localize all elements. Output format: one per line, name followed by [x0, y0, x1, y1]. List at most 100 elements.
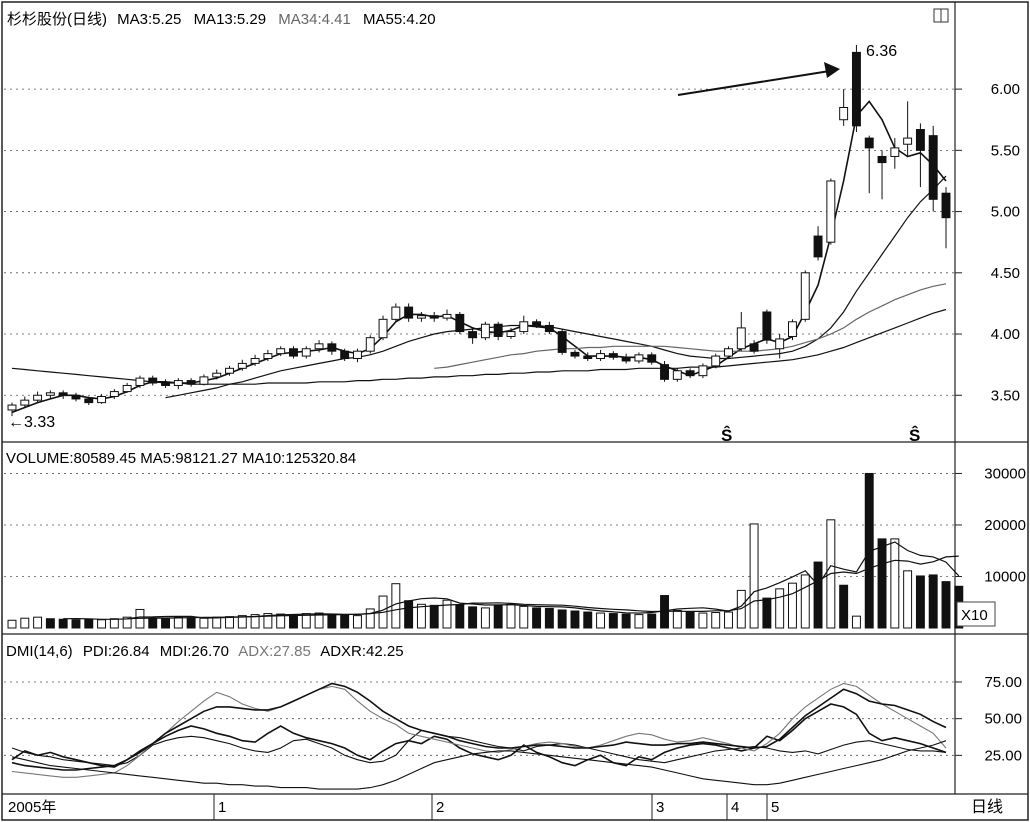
panel-toggle-icon[interactable] [933, 8, 949, 23]
trend-arrow-head-icon [824, 62, 840, 78]
volume-bar-up [724, 611, 733, 629]
volume-bar-up [800, 574, 810, 629]
candle-body-up [378, 318, 388, 339]
candle [519, 315, 529, 335]
candle-body-down [148, 377, 158, 384]
candle [352, 348, 362, 363]
candle-body-down [749, 343, 759, 352]
volume-bar-up [314, 612, 324, 629]
candle-body-up [787, 321, 797, 337]
candle-body-down [915, 129, 925, 151]
sell-signal-marker-2: Ŝ [909, 426, 920, 445]
volume-bar-up [352, 615, 362, 629]
dmi-line-mdi [11, 729, 947, 767]
price-ma-line-ma3 [11, 100, 947, 414]
candle-body-up [7, 404, 17, 411]
volume-multiplier-label: X10 [961, 607, 988, 624]
candle-body-up [352, 350, 362, 360]
candle [698, 363, 708, 379]
candle-body-down [928, 135, 938, 200]
volume-bar-down [532, 607, 542, 629]
candle-body-down [84, 398, 94, 404]
candle-body-up [839, 106, 849, 121]
ma55-label: MA55:4.20 [363, 11, 436, 28]
volume-bar-down [340, 614, 350, 629]
candle-body-down [557, 331, 567, 353]
volume-bar-up [775, 588, 785, 629]
candle [20, 396, 30, 408]
volume-bar-down [570, 610, 580, 629]
volume-bar-down [45, 618, 55, 629]
volume-bar-down [877, 538, 887, 629]
candle-body-down [544, 324, 554, 333]
dmi-tick-label: 50.00 [984, 711, 1022, 728]
stock-title: 杉杉股份(日线) [7, 11, 107, 28]
year-label: 2005年 [8, 799, 56, 816]
candle [250, 354, 260, 366]
candle [161, 379, 171, 388]
candle [416, 311, 426, 322]
candle [775, 334, 785, 359]
volume-bar-up [596, 612, 606, 629]
candle [442, 309, 452, 321]
volume-bar-up [851, 615, 861, 629]
candle-body-up [135, 377, 145, 386]
candle-body-down [289, 348, 298, 357]
candle [685, 368, 695, 379]
price-ma-line-ma34 [434, 283, 947, 369]
volume-bar-up [787, 582, 797, 629]
candle-body-up [391, 306, 401, 320]
volume-bar-down [647, 613, 657, 629]
price-tick-label: 4.50 [991, 265, 1020, 282]
volume-bar-down [71, 619, 81, 629]
volume-bar-down [455, 604, 465, 629]
volume-bar-up [276, 613, 286, 629]
candle [724, 346, 733, 359]
volume-bar-up [263, 613, 273, 629]
candle [135, 375, 145, 388]
candle-body-down [647, 354, 657, 363]
trend-arrow-line [677, 69, 837, 96]
candle [915, 123, 925, 188]
sell-signal-marker-1: Ŝ [721, 426, 732, 445]
period-label[interactable]: 日线 [971, 798, 1003, 816]
volume-bar-down [404, 600, 414, 629]
low-annotation: ←3.33 [8, 414, 55, 431]
candle-body-down [532, 321, 542, 326]
volume-header: VOLUME:80589.45 MA5:98121.27 MA10:125320… [6, 450, 356, 467]
price-header: 杉杉股份(日线) MA3:5.25 MA13:5.29 MA34:4.41 MA… [7, 11, 436, 28]
candle [327, 341, 337, 355]
dmi-tick-label: 25.00 [984, 747, 1022, 764]
candle-body-up [506, 331, 516, 337]
candle [544, 321, 554, 335]
candle [864, 135, 874, 194]
candle-body-up [442, 313, 452, 319]
candle-body-down [941, 192, 951, 219]
candle-body-down [621, 356, 631, 362]
candle [109, 389, 119, 399]
volume-bar-down [544, 607, 554, 629]
volume-bar-up [199, 617, 209, 629]
candle-body-up [199, 376, 209, 385]
volume-bar-down [58, 618, 68, 629]
candle-body-up [225, 367, 234, 374]
volume-bar-down [813, 561, 823, 629]
volume-tick-label: 10000 [984, 568, 1026, 585]
candle [596, 349, 606, 361]
candle-body-up [173, 380, 183, 386]
month-label-2: 2 [436, 799, 444, 816]
price-tick-label: 3.50 [991, 387, 1020, 404]
volume-tick-label: 20000 [984, 517, 1026, 534]
dmi-name-label: DMI(14,6) [6, 643, 73, 660]
candle [404, 303, 414, 322]
candle [84, 396, 94, 406]
volume-bar-up [365, 608, 375, 629]
ma3-label: MA3:5.25 [117, 11, 181, 28]
volume-bar-up [33, 616, 43, 629]
volume-bar-up [250, 614, 260, 629]
candle [7, 402, 17, 417]
volume-bar-up [97, 619, 107, 629]
volume-bar-up [416, 603, 426, 629]
candlesticks [7, 45, 951, 417]
